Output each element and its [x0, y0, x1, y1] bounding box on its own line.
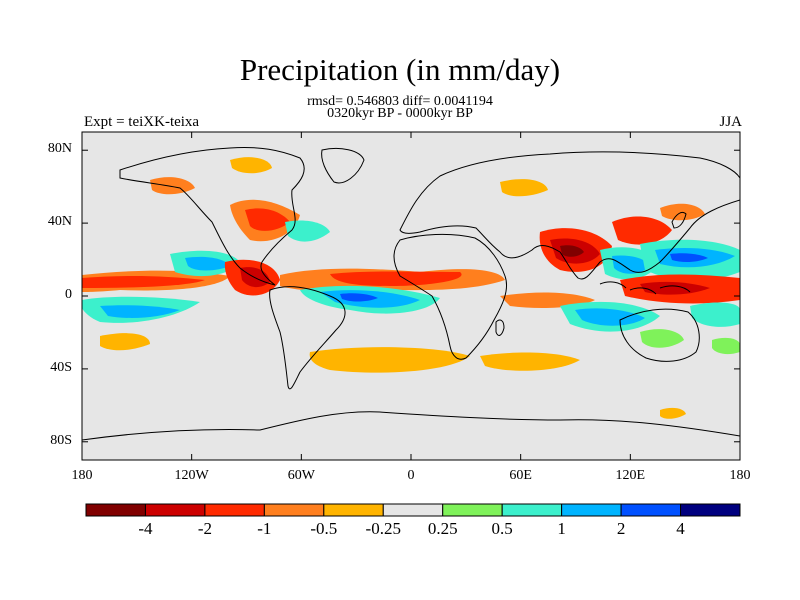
anomaly-nw-pacific-peak — [670, 253, 708, 263]
season-label: JJA — [719, 114, 742, 130]
colorbar-swatch-8 — [561, 503, 622, 517]
colorbar-swatch-1 — [144, 503, 206, 517]
colorbar-label: -1 — [257, 519, 272, 538]
coastline-north-america — [119, 147, 305, 286]
anomaly-north-atlantic — [500, 179, 548, 197]
anomaly-bay-of-bengal-core — [612, 255, 650, 274]
coastline-eurasia — [399, 151, 740, 280]
coastline-south-america — [269, 286, 346, 390]
plot-title: Precipitation (in mm/day) — [239, 52, 561, 87]
colorbar-swatch-2 — [204, 503, 265, 517]
colorbar-label: -0.25 — [365, 519, 401, 538]
coastlines — [82, 147, 740, 441]
anomaly-east-asia — [612, 216, 672, 245]
coastline-maritime-continent — [599, 281, 691, 295]
anomaly-india-peak — [560, 245, 584, 257]
colorbar-swatch-7 — [501, 503, 563, 517]
colorbar-swatch-3 — [263, 503, 325, 517]
lon-label: 60E — [509, 468, 532, 483]
anomaly-atlantic-itcz-core — [330, 271, 462, 286]
anomaly-ne-pacific-core — [185, 256, 230, 271]
anomaly-east-north-america-core — [245, 208, 290, 231]
anomaly-pacific-itcz-core — [82, 275, 205, 288]
lat-label: 40N — [47, 214, 72, 230]
colorbar-swatch-6 — [442, 503, 503, 517]
colorbar-label: 2 — [616, 519, 626, 538]
colorbar-label: -0.5 — [310, 519, 338, 538]
lon-label: 180 — [729, 468, 751, 483]
colorbar-label: 1 — [557, 519, 566, 538]
anomaly-maritime-continent-core — [640, 281, 710, 295]
colorbar-swatch-4 — [323, 503, 384, 517]
experiment-label: Expt = teiXK-teixa — [84, 114, 200, 130]
anomaly-south-indian — [480, 352, 580, 371]
anomaly-labrador-sea — [285, 220, 330, 242]
anomaly-west-pacific-south — [690, 302, 740, 327]
lat-label: 40S — [50, 359, 72, 375]
colorbar-swatch-0 — [85, 503, 146, 517]
coastline-antarctica — [82, 411, 740, 441]
stats-subtitle: rmsd= 0.546803 diff= 0.0041194 — [307, 94, 493, 109]
anomaly-sw-pacific — [100, 333, 150, 351]
lon-label: 120W — [174, 468, 209, 483]
colorbar-label: 4 — [676, 519, 685, 538]
map-ticks — [81, 132, 741, 460]
coastline-australia — [619, 308, 700, 362]
coastline-africa — [393, 233, 508, 360]
colorbar-label: 0.25 — [427, 519, 458, 538]
lon-label: 0 — [407, 468, 415, 483]
coastline-greenland — [321, 147, 365, 184]
anomaly-equatorial-atlantic-peak — [340, 293, 378, 302]
lat-label: 80S — [50, 432, 72, 448]
anomaly-south-pacific-east — [712, 337, 740, 355]
colorbar-label: -2 — [197, 519, 212, 538]
colorbar-swatch-5 — [382, 503, 444, 517]
lon-label: 60W — [287, 468, 315, 483]
anomaly-layer — [82, 157, 740, 419]
period-subtitle: 0320kyr BP - 0000kyr BP — [327, 106, 473, 121]
coastline-japan — [671, 211, 687, 229]
anomaly-indian-ocean-south-core — [575, 308, 645, 326]
anomaly-antarctic-coast — [660, 407, 686, 419]
coastline-madagascar — [495, 319, 505, 336]
colorbar — [85, 503, 741, 517]
colorbar-swatch-9 — [620, 503, 682, 517]
colorbar-swatch-10 — [680, 503, 741, 517]
colorbar-label: 0.5 — [491, 519, 513, 538]
anomaly-pacific-south-core — [100, 305, 180, 318]
lon-label: 180 — [71, 468, 93, 483]
lat-label: 0 — [65, 287, 72, 302]
anomaly-south-atlantic — [309, 347, 470, 373]
anomaly-arctic-canada — [230, 157, 272, 174]
colorbar-label: -4 — [138, 519, 153, 538]
lon-label: 120E — [615, 468, 646, 483]
anomaly-north-america-west — [150, 177, 195, 195]
lat-label: 80N — [47, 141, 72, 157]
anomaly-australia-west — [640, 329, 684, 348]
